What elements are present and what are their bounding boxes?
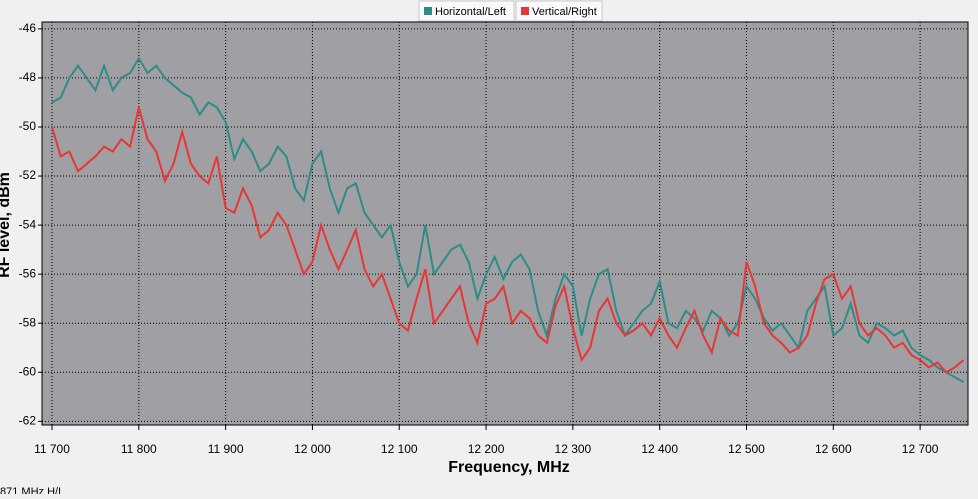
- y-tick-label: -48: [19, 70, 37, 84]
- legend-swatch: [521, 7, 529, 15]
- y-tick-label: -50: [19, 119, 37, 133]
- legend-label: Horizontal/Left: [435, 6, 506, 18]
- x-tick-label: 11 700: [34, 442, 70, 456]
- y-tick-label: -46: [19, 21, 37, 35]
- status-text: 871 MHz H/L: [0, 486, 64, 494]
- x-tick-label: 12 300: [555, 442, 592, 456]
- x-tick-label: 12 200: [468, 442, 505, 456]
- x-tick-label: 12 500: [728, 442, 765, 456]
- x-tick-label: 11 900: [208, 442, 244, 456]
- x-tick-label: 12 400: [641, 442, 678, 456]
- legend-label: Vertical/Right: [532, 6, 597, 18]
- x-tick-label: 12 700: [902, 442, 939, 456]
- y-tick-label: -54: [19, 217, 37, 231]
- series-line: [51, 107, 965, 374]
- legend-item: [418, 0, 515, 22]
- x-tick-label: 12 000: [294, 442, 331, 456]
- x-tick-label: 12 100: [381, 442, 418, 456]
- y-tick-label: -56: [19, 266, 37, 280]
- y-tick-label: -58: [19, 315, 37, 329]
- y-tick-label: -62: [19, 413, 37, 427]
- legend-item: [515, 0, 603, 22]
- legend-swatch: [424, 7, 432, 15]
- x-axis-label: Frequency, MHz: [448, 459, 570, 476]
- plot-frame: [41, 21, 969, 426]
- plot-area: [42, 22, 968, 425]
- y-tick-label: -52: [19, 168, 37, 182]
- x-tick-label: 11 800: [121, 442, 157, 456]
- x-tick-label: 12 600: [815, 442, 852, 456]
- series-line: [51, 56, 964, 383]
- y-axis-label: RF level, dBm: [0, 172, 13, 278]
- y-tick-label: -60: [19, 364, 37, 378]
